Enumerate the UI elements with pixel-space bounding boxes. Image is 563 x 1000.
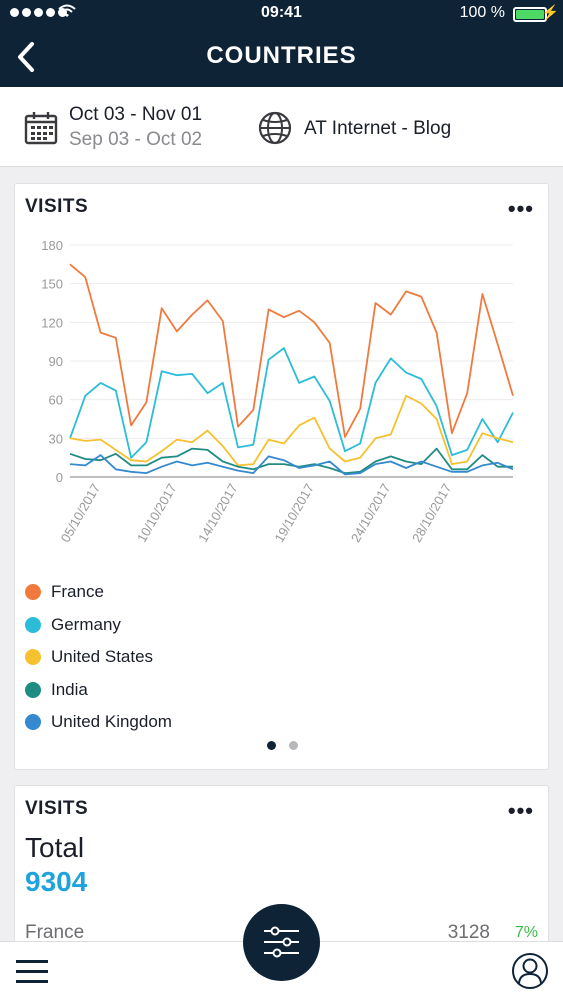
x-tick-label: 05/10/2017 — [58, 481, 104, 545]
y-tick-label: 30 — [49, 431, 63, 446]
y-tick-label: 180 — [41, 238, 63, 253]
card-title: VISITS — [25, 196, 89, 217]
total-value: 9304 — [25, 866, 88, 897]
x-tick-label: 19/10/2017 — [271, 481, 317, 545]
navigation-bar: 09:41 100 % ⚡ COUNTRIES — [0, 0, 563, 87]
more-options-button[interactable]: ••• — [507, 798, 534, 823]
globe-icon[interactable] — [258, 111, 292, 145]
series-line-germany — [69, 347, 514, 459]
card-title: VISITS — [25, 798, 89, 819]
user-profile-icon[interactable] — [511, 952, 549, 990]
series-line-united-states — [69, 394, 514, 467]
comparison-period[interactable]: Sep 03 - Oct 02 — [69, 129, 203, 150]
y-tick-label: 150 — [41, 277, 63, 292]
legend-label: United States — [51, 647, 154, 667]
legend-label: India — [51, 679, 88, 699]
filter-bar: Oct 03 - Nov 01 Sep 03 - Oct 02 AT Inter… — [0, 87, 563, 167]
legend-label: Germany — [51, 614, 121, 634]
series-line-france — [69, 263, 514, 438]
battery-icon — [513, 7, 547, 22]
page-indicator[interactable] — [15, 741, 550, 750]
chart-legend: France Germany United States India United Ki… — [25, 576, 172, 739]
x-tick-label: 28/10/2017 — [409, 481, 455, 545]
legend-swatch — [25, 584, 41, 601]
series-line-india — [69, 447, 513, 475]
page-dot-active[interactable] — [267, 741, 276, 750]
status-bar: 09:41 100 % ⚡ — [0, 0, 563, 28]
y-tick-label: 60 — [49, 393, 63, 408]
filter-settings-button[interactable] — [243, 904, 320, 981]
legend-swatch — [25, 681, 41, 698]
legend-swatch — [25, 649, 41, 666]
legend-swatch — [25, 714, 41, 731]
page-dot[interactable] — [289, 741, 298, 750]
calendar-icon[interactable] — [24, 111, 58, 145]
wifi-icon — [58, 4, 76, 17]
legend-label: France — [51, 582, 104, 602]
y-tick-label: 120 — [41, 315, 63, 330]
series-line-united-kingdom — [69, 454, 514, 476]
visits-line-chart: 0 30 60 90 120 150 180 05/10/2017 10/10/2017 14/1… — [41, 238, 514, 545]
site-selector[interactable]: AT Internet - Blog — [304, 118, 452, 139]
status-time: 09:41 — [261, 4, 302, 21]
legend-item[interactable]: United States — [25, 641, 172, 674]
total-label: Total — [25, 832, 85, 863]
legend-item[interactable]: United Kingdom — [25, 706, 172, 739]
legend-item[interactable]: India — [25, 674, 172, 707]
current-period[interactable]: Oct 03 - Nov 01 — [69, 104, 203, 125]
x-tick-label: 10/10/2017 — [134, 481, 180, 545]
back-button[interactable] — [12, 40, 42, 74]
page-title: COUNTRIES — [206, 42, 357, 69]
y-tick-label: 90 — [49, 354, 63, 369]
legend-swatch — [25, 616, 41, 633]
y-tick-label: 0 — [56, 470, 63, 485]
hamburger-menu-icon[interactable] — [16, 959, 48, 985]
x-tick-label: 14/10/2017 — [195, 481, 241, 545]
visits-chart-card: VISITS ••• 0 30 60 90 120 150 180 05/10/2017 10/… — [14, 183, 549, 770]
country-percent: 7% — [514, 924, 538, 941]
x-tick-label: 24/10/2017 — [348, 481, 394, 545]
legend-item[interactable]: Germany — [25, 609, 172, 642]
charging-icon: ⚡ — [541, 4, 559, 20]
country-visits: 3128 — [447, 922, 490, 943]
legend-label: United Kingdom — [51, 712, 172, 732]
legend-item[interactable]: France — [25, 576, 172, 609]
sliders-icon — [264, 926, 299, 958]
country-name[interactable]: France — [25, 922, 85, 943]
more-options-button[interactable]: ••• — [507, 196, 534, 221]
battery-percent: 100 % — [459, 4, 505, 21]
